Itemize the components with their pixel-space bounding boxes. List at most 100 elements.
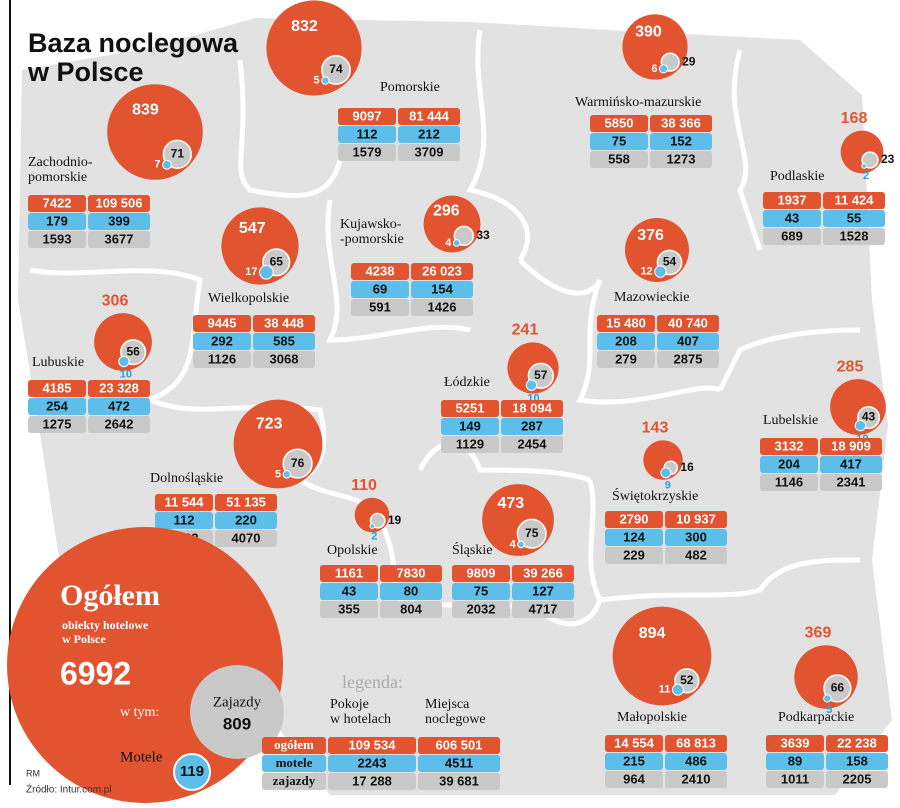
legend-column: noclegowe xyxy=(425,712,486,727)
table-cell xyxy=(823,228,885,245)
table-cell xyxy=(88,416,150,433)
table-cell xyxy=(411,299,473,316)
table-cell xyxy=(605,771,663,788)
region-name: Mazowieckie xyxy=(614,290,689,305)
table-value: 7830 xyxy=(397,565,426,580)
table-value: 14 554 xyxy=(614,735,655,750)
table-value: 124 xyxy=(623,529,645,544)
zajazdy-value: 19 xyxy=(388,513,402,527)
table-value: 2205 xyxy=(843,771,872,786)
hotels-value: 832 xyxy=(291,18,318,35)
table-value: 804 xyxy=(400,601,422,616)
motele-bubble xyxy=(452,239,461,247)
hotels-value: 296 xyxy=(433,202,460,219)
zajazdy-value: 29 xyxy=(682,54,696,68)
zajazdy-bubble xyxy=(321,55,351,85)
table-value: 179 xyxy=(46,213,68,228)
legend-cell xyxy=(418,737,500,754)
table-value: 5850 xyxy=(605,115,634,130)
hotels-value: 894 xyxy=(639,625,666,642)
table-cell xyxy=(193,351,251,368)
table-cell xyxy=(826,735,888,752)
table-cell xyxy=(760,474,818,491)
table-cell xyxy=(351,281,409,298)
zajazdy-value: 76 xyxy=(291,456,305,470)
zajazdy-bubble xyxy=(282,448,313,479)
motele-bubble xyxy=(369,523,376,529)
table-cell xyxy=(760,438,818,455)
total-subtitle: w Polsce xyxy=(62,632,106,646)
table-cell xyxy=(820,438,882,455)
table-cell xyxy=(320,601,378,618)
zajazdy-bubble xyxy=(162,139,192,169)
zajazdy-total: 809 xyxy=(223,714,251,733)
region: 547 65 17 Wielkopolskie 9445 38 448 292 585 1126… xyxy=(193,207,315,368)
zajazdy-value: 54 xyxy=(663,255,677,269)
author: RM xyxy=(26,768,40,778)
table-cell xyxy=(155,512,213,529)
legend-cell xyxy=(418,773,500,790)
table-cell xyxy=(452,601,510,618)
table-cell xyxy=(338,108,396,125)
table-cell xyxy=(338,144,396,161)
table-value: 40 740 xyxy=(668,315,708,330)
table-value: 399 xyxy=(108,213,130,228)
table-cell xyxy=(28,213,86,230)
title: Baza noclegowa xyxy=(28,28,239,58)
table-value: 300 xyxy=(685,529,707,544)
legend-value: 17 288 xyxy=(352,773,392,788)
table-cell xyxy=(253,333,315,350)
table-value: 558 xyxy=(608,151,630,166)
table-cell xyxy=(763,192,821,209)
table-cell xyxy=(452,565,510,582)
table-cell xyxy=(650,115,712,132)
motele-bubble xyxy=(854,419,867,432)
table-cell xyxy=(665,529,727,546)
total-subtitle: obiekty hotelowe xyxy=(62,618,149,632)
table-cell xyxy=(766,753,824,770)
region-name: pomorskie xyxy=(28,170,87,185)
hotels-value: 376 xyxy=(637,227,664,244)
zajazdy-value: 23 xyxy=(881,152,895,166)
table-value: 417 xyxy=(840,456,862,471)
table-value: 112 xyxy=(357,126,378,141)
table-cell xyxy=(380,583,442,600)
table-cell xyxy=(826,771,888,788)
hotels-value: 839 xyxy=(132,102,159,119)
table-value: 1275 xyxy=(43,416,72,431)
table-cell xyxy=(398,144,460,161)
table-value: 112 xyxy=(174,512,195,527)
table-value: 3639 xyxy=(781,735,810,750)
table-cell xyxy=(88,195,150,212)
table-value: 964 xyxy=(623,771,645,786)
table-value: 1129 xyxy=(456,436,484,451)
table-value: 43 xyxy=(342,583,356,598)
table-cell xyxy=(398,108,460,125)
motele-value: 12 xyxy=(640,266,652,278)
region: 894 52 11 Małopolskie 14 554 68 813 215 486 964 2… xyxy=(605,606,727,788)
table-cell xyxy=(88,380,150,397)
hotels-value: 473 xyxy=(497,495,524,512)
region-name: Wielkopolskie xyxy=(208,291,289,306)
table-value: 9097 xyxy=(353,108,382,123)
motele-value: 4 xyxy=(445,237,452,249)
table-value: 26 023 xyxy=(422,263,462,278)
table-cell xyxy=(215,494,277,511)
table-cell xyxy=(441,400,499,417)
motele-bubble xyxy=(654,265,667,278)
region: 306 56 10 Lubuskie 4185 23 328 254 472 1275 2642 xyxy=(28,292,152,433)
table-value: 1426 xyxy=(428,299,457,314)
table-cell xyxy=(760,456,818,473)
table-cell xyxy=(452,583,510,600)
table-cell xyxy=(253,351,315,368)
table-cell xyxy=(826,753,888,770)
hotels-value: 547 xyxy=(239,220,266,237)
table-cell xyxy=(411,281,473,298)
hotels-value: 241 xyxy=(512,322,539,339)
table-value: 208 xyxy=(615,333,637,348)
region-name: Śląskie xyxy=(452,541,492,558)
table-value: 2875 xyxy=(674,351,703,366)
zajazdy-value: 75 xyxy=(525,526,539,540)
motele-value: 2 xyxy=(371,530,377,542)
